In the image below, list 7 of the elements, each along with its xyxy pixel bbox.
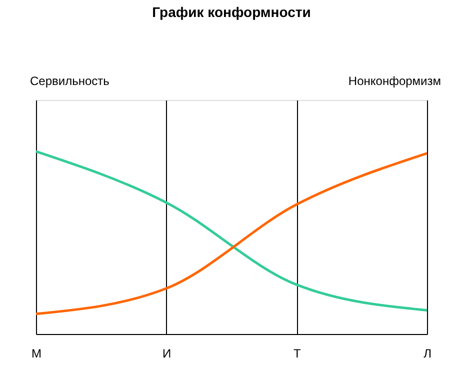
x-tick-label: Л	[424, 346, 432, 360]
x-tick-label: И	[162, 346, 172, 360]
text: Сервильность	[30, 74, 110, 88]
x-tick-label: Т	[293, 346, 302, 360]
text: Нонконформизм	[348, 74, 441, 88]
chart-title: График конформности	[152, 4, 311, 20]
x-tick-label: М	[32, 346, 42, 360]
